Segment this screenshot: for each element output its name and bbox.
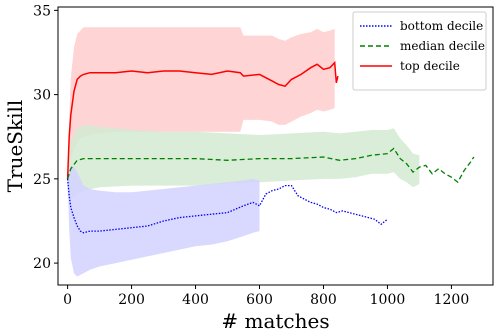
y-axis-ticks: 20 25 30 35 bbox=[33, 3, 58, 272]
y-tick-label: 20 bbox=[33, 256, 51, 272]
band-top-decile bbox=[67, 27, 335, 188]
series-lines bbox=[66, 60, 475, 234]
x-tick-label: 400 bbox=[182, 292, 209, 308]
legend-label-bottom-decile: bottom decile bbox=[400, 19, 483, 33]
legend-box bbox=[352, 11, 487, 91]
series-line-median-decile bbox=[66, 147, 475, 184]
y-axis-label: TrueSkill bbox=[3, 100, 27, 193]
x-tick-label: 200 bbox=[118, 292, 145, 308]
x-tick-label: 600 bbox=[246, 292, 273, 308]
series-line-bottom-decile bbox=[66, 178, 388, 234]
x-tick-label: 800 bbox=[310, 292, 337, 308]
series-line-top-decile bbox=[66, 60, 339, 179]
legend-label-median-decile: median decile bbox=[400, 39, 485, 53]
x-axis-label: # matches bbox=[221, 309, 329, 333]
x-tick-label: 1200 bbox=[434, 292, 470, 308]
legend-label-top-decile: top decile bbox=[400, 59, 460, 73]
legend: bottom decile median decile top decile bbox=[352, 11, 487, 91]
x-tick-label: 0 bbox=[63, 292, 72, 308]
x-tick-label: 1000 bbox=[370, 292, 406, 308]
y-tick-label: 25 bbox=[33, 172, 51, 188]
x-axis-ticks: 0 200 400 600 800 1000 1200 bbox=[63, 285, 469, 308]
y-tick-label: 35 bbox=[33, 3, 51, 19]
band-median-decile bbox=[67, 124, 420, 200]
y-tick-label: 30 bbox=[33, 88, 51, 104]
plot-frame bbox=[57, 6, 494, 286]
